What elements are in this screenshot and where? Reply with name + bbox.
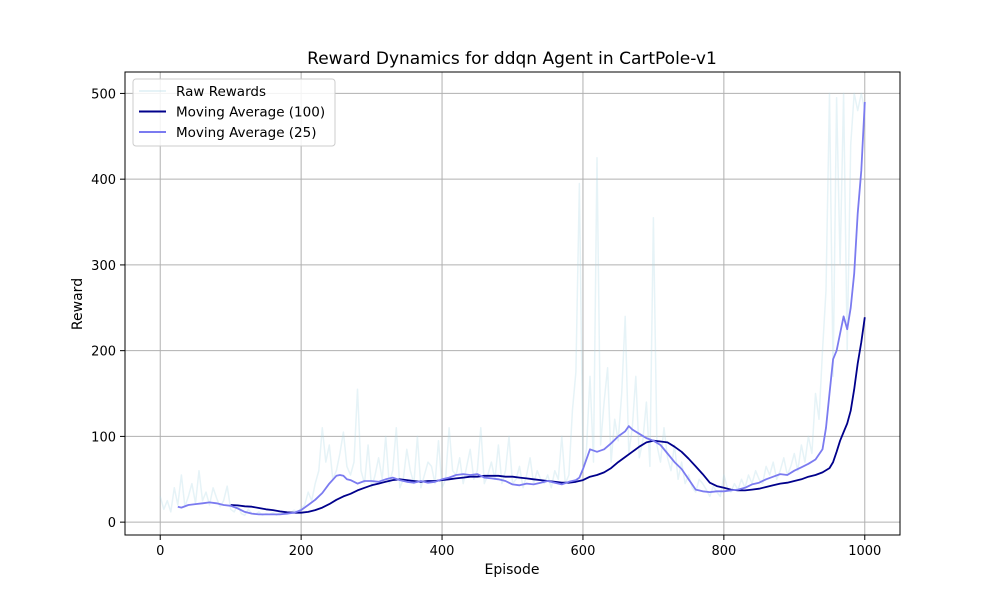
- y-tick-label: 400: [91, 173, 116, 188]
- x-tick-label: 0: [156, 544, 164, 559]
- y-tick-label: 300: [91, 259, 116, 274]
- plot-frame: [124, 71, 901, 536]
- legend-box: [132, 78, 336, 147]
- x-tick-label: 1000: [848, 544, 881, 559]
- moving-average-25-line: [177, 101, 866, 516]
- x-axis: 0 200 400 600 800 1000: [156, 535, 881, 559]
- legend-label: Moving Average (25): [176, 125, 317, 141]
- series-layer: [159, 92, 866, 517]
- legend-label: Moving Average (100): [176, 105, 325, 121]
- y-tick-label: 500: [91, 87, 116, 102]
- chart-title: Reward Dynamics for ddqn Agent in CartPo…: [307, 49, 717, 69]
- legend: Raw Rewards Moving Average (100) Moving Av…: [132, 78, 336, 147]
- raw-rewards-line: [159, 92, 866, 517]
- y-tick-label: 100: [91, 430, 116, 445]
- y-tick-label: 200: [91, 345, 116, 360]
- legend-label: Raw Rewards: [176, 84, 266, 100]
- y-axis: 0 100 200 300 400 500: [91, 87, 125, 531]
- x-tick-label: 200: [289, 544, 314, 559]
- moving-average-100-line: [230, 317, 866, 514]
- y-axis-label: Reward: [70, 278, 86, 330]
- x-tick-label: 400: [430, 544, 455, 559]
- x-tick-label: 800: [711, 544, 736, 559]
- x-tick-label: 600: [571, 544, 596, 559]
- x-axis-label: Episode: [485, 562, 540, 578]
- y-tick-label: 0: [108, 516, 116, 531]
